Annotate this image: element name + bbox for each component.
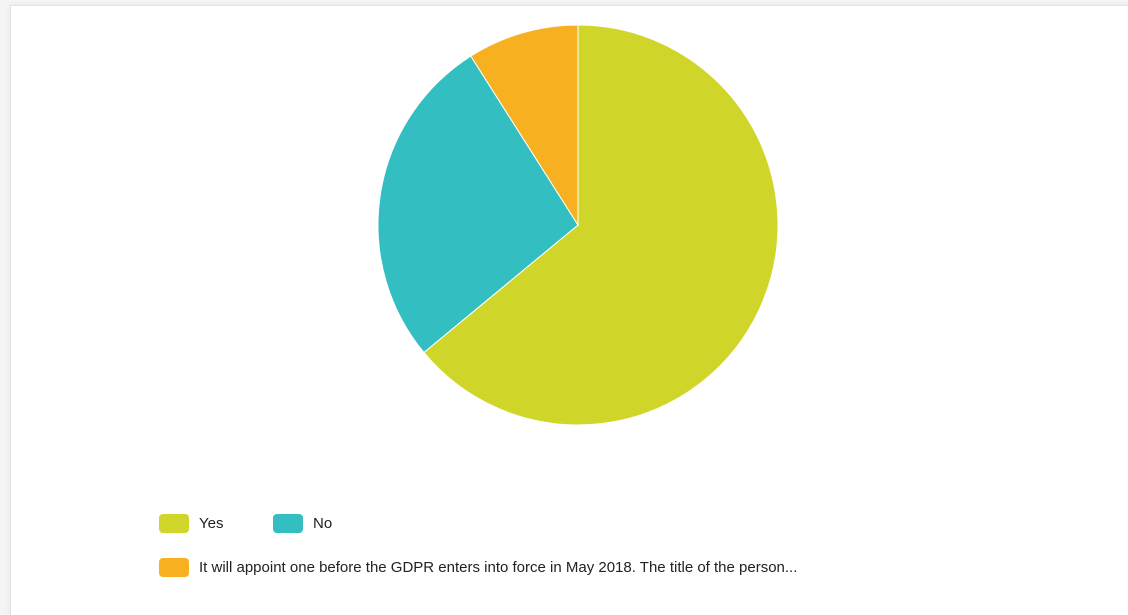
- legend-item-appoint[interactable]: It will appoint one before the GDPR ente…: [159, 558, 797, 577]
- legend-label-yes: Yes: [199, 515, 224, 532]
- pie-slice-yes[interactable]: [423, 24, 779, 426]
- pie-slice-appoint[interactable]: [470, 24, 579, 227]
- pie-slice-no[interactable]: [377, 55, 579, 354]
- legend-swatch-no: [273, 514, 303, 533]
- legend-swatch-appoint: [159, 558, 189, 577]
- legend-label-appoint: It will appoint one before the GDPR ente…: [199, 559, 798, 576]
- legend-swatch-yes: [159, 514, 189, 533]
- legend-label-no: No: [313, 515, 333, 532]
- pie-chart: [377, 24, 779, 426]
- legend-item-yes[interactable]: Yes: [159, 514, 223, 533]
- chart-card: Yes No It will appoint one before the GD…: [10, 5, 1128, 615]
- legend-item-no[interactable]: No: [273, 514, 332, 533]
